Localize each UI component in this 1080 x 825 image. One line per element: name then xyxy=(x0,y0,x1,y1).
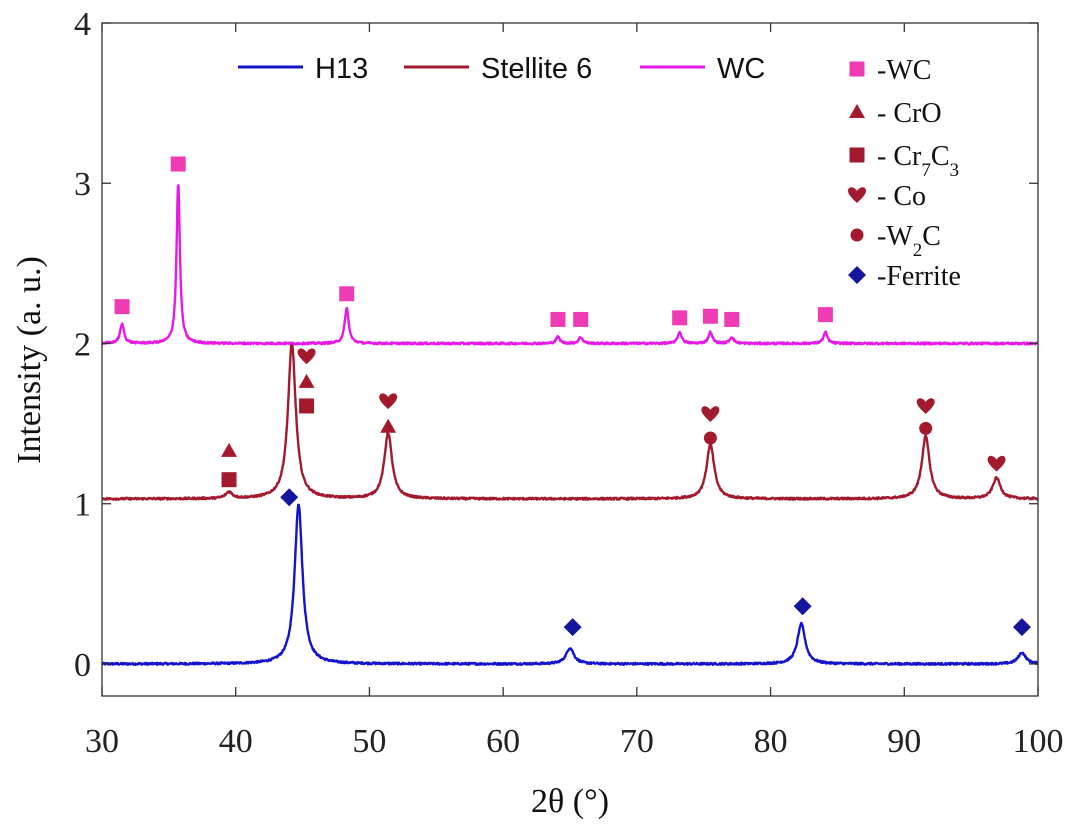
legend-marker-ferrite xyxy=(848,266,866,284)
y-tick-label: 4 xyxy=(74,6,91,43)
legend-phase-w2c: -W2C xyxy=(877,221,941,261)
legend-phase-wc: -WC xyxy=(877,55,931,86)
y-tick-label: 1 xyxy=(74,487,91,524)
series-line-stellite-6 xyxy=(102,341,1038,501)
x-tick-label: 50 xyxy=(352,723,386,760)
legend-label-h13: H13 xyxy=(315,53,368,85)
peak-marker-co xyxy=(987,455,1006,472)
x-tick-label: 40 xyxy=(219,723,253,760)
y-tick-label: 2 xyxy=(74,326,91,363)
y-axis-label: Intensity (a. u.) xyxy=(11,256,48,464)
series-line-h13 xyxy=(102,503,1038,666)
peak-marker-wc xyxy=(724,311,740,327)
peak-marker-wc xyxy=(672,310,688,326)
x-tick-label: 100 xyxy=(1013,723,1064,760)
peak-marker-cro xyxy=(298,373,315,388)
plot-content xyxy=(102,184,1038,666)
peak-marker-wc xyxy=(817,307,833,323)
peak-marker-cr7c3 xyxy=(299,398,315,414)
x-tick-label: 60 xyxy=(486,723,520,760)
peak-marker-ferrite xyxy=(280,488,299,507)
x-tick-label: 80 xyxy=(754,723,788,760)
peak-marker-cro xyxy=(380,418,397,433)
peak-marker-wc xyxy=(702,308,718,324)
peak-marker-co xyxy=(701,406,720,422)
peak-marker-co xyxy=(916,398,935,414)
legend-marker-wc xyxy=(849,61,865,77)
peak-marker-co xyxy=(379,393,398,410)
legend-label-wc: WC xyxy=(717,53,765,85)
legend-phase-ferrite: -Ferrite xyxy=(877,261,961,292)
x-tick-label: 90 xyxy=(887,723,921,760)
legend-marker-w2c xyxy=(850,228,864,242)
legend-marker-cr7c3 xyxy=(849,147,865,163)
peak-marker-w2c xyxy=(919,421,933,435)
y-tick-label: 0 xyxy=(74,647,91,684)
x-tick-label: 30 xyxy=(85,723,119,760)
legend-phase-cro: - CrO xyxy=(877,98,942,129)
legend-label-stellite-6: Stellite 6 xyxy=(481,53,592,85)
x-tick-label: 70 xyxy=(620,723,654,760)
x-axis-label: 2θ (°) xyxy=(531,783,609,820)
axes: 30 40 50 60 70 80 90 100 0 1 2 3 4 xyxy=(74,6,1064,760)
peak-marker-ferrite xyxy=(563,618,582,637)
peak-marker-w2c xyxy=(703,431,717,445)
plot-frame xyxy=(101,22,1039,697)
peak-marker-cro xyxy=(221,442,238,457)
peak-marker-wc xyxy=(550,311,566,327)
legend-marker-cro xyxy=(849,104,865,118)
peak-marker-wc xyxy=(114,299,130,315)
peak-marker-ferrite xyxy=(1012,618,1031,637)
y-tick-label: 3 xyxy=(74,166,91,203)
series-line-wc xyxy=(102,184,1038,346)
marker-legend: -WC - CrO - Cr7C3- Co -W2C-Ferrite xyxy=(848,55,961,292)
peak-marker-wc xyxy=(339,286,355,302)
legend-phase-co: - Co xyxy=(877,181,926,212)
peak-markers xyxy=(114,156,1031,637)
series-legend: H13 Stellite 6 WC xyxy=(238,53,765,85)
legend-marker-co xyxy=(848,187,866,203)
peak-marker-co xyxy=(297,348,316,365)
legend-phase-cr7c3: - Cr7C3 xyxy=(877,141,959,181)
peak-marker-ferrite xyxy=(793,597,812,616)
peak-marker-wc xyxy=(170,156,186,172)
peak-marker-cr7c3 xyxy=(221,472,237,488)
peak-marker-wc xyxy=(573,311,589,327)
